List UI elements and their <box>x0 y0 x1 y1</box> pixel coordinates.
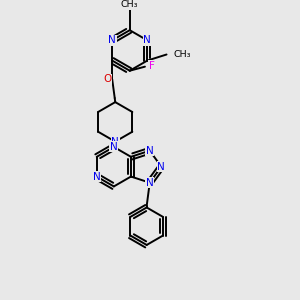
Text: N: N <box>110 142 118 152</box>
Text: N: N <box>146 178 154 188</box>
Text: N: N <box>93 172 100 182</box>
Text: O: O <box>103 74 112 84</box>
Text: N: N <box>108 35 116 45</box>
Text: N: N <box>158 162 165 172</box>
Text: CH₃: CH₃ <box>174 50 191 58</box>
Text: N: N <box>146 146 154 156</box>
Text: N: N <box>111 136 119 147</box>
Text: N: N <box>143 35 151 45</box>
Text: CH₃: CH₃ <box>121 0 139 9</box>
Text: F: F <box>149 61 155 70</box>
